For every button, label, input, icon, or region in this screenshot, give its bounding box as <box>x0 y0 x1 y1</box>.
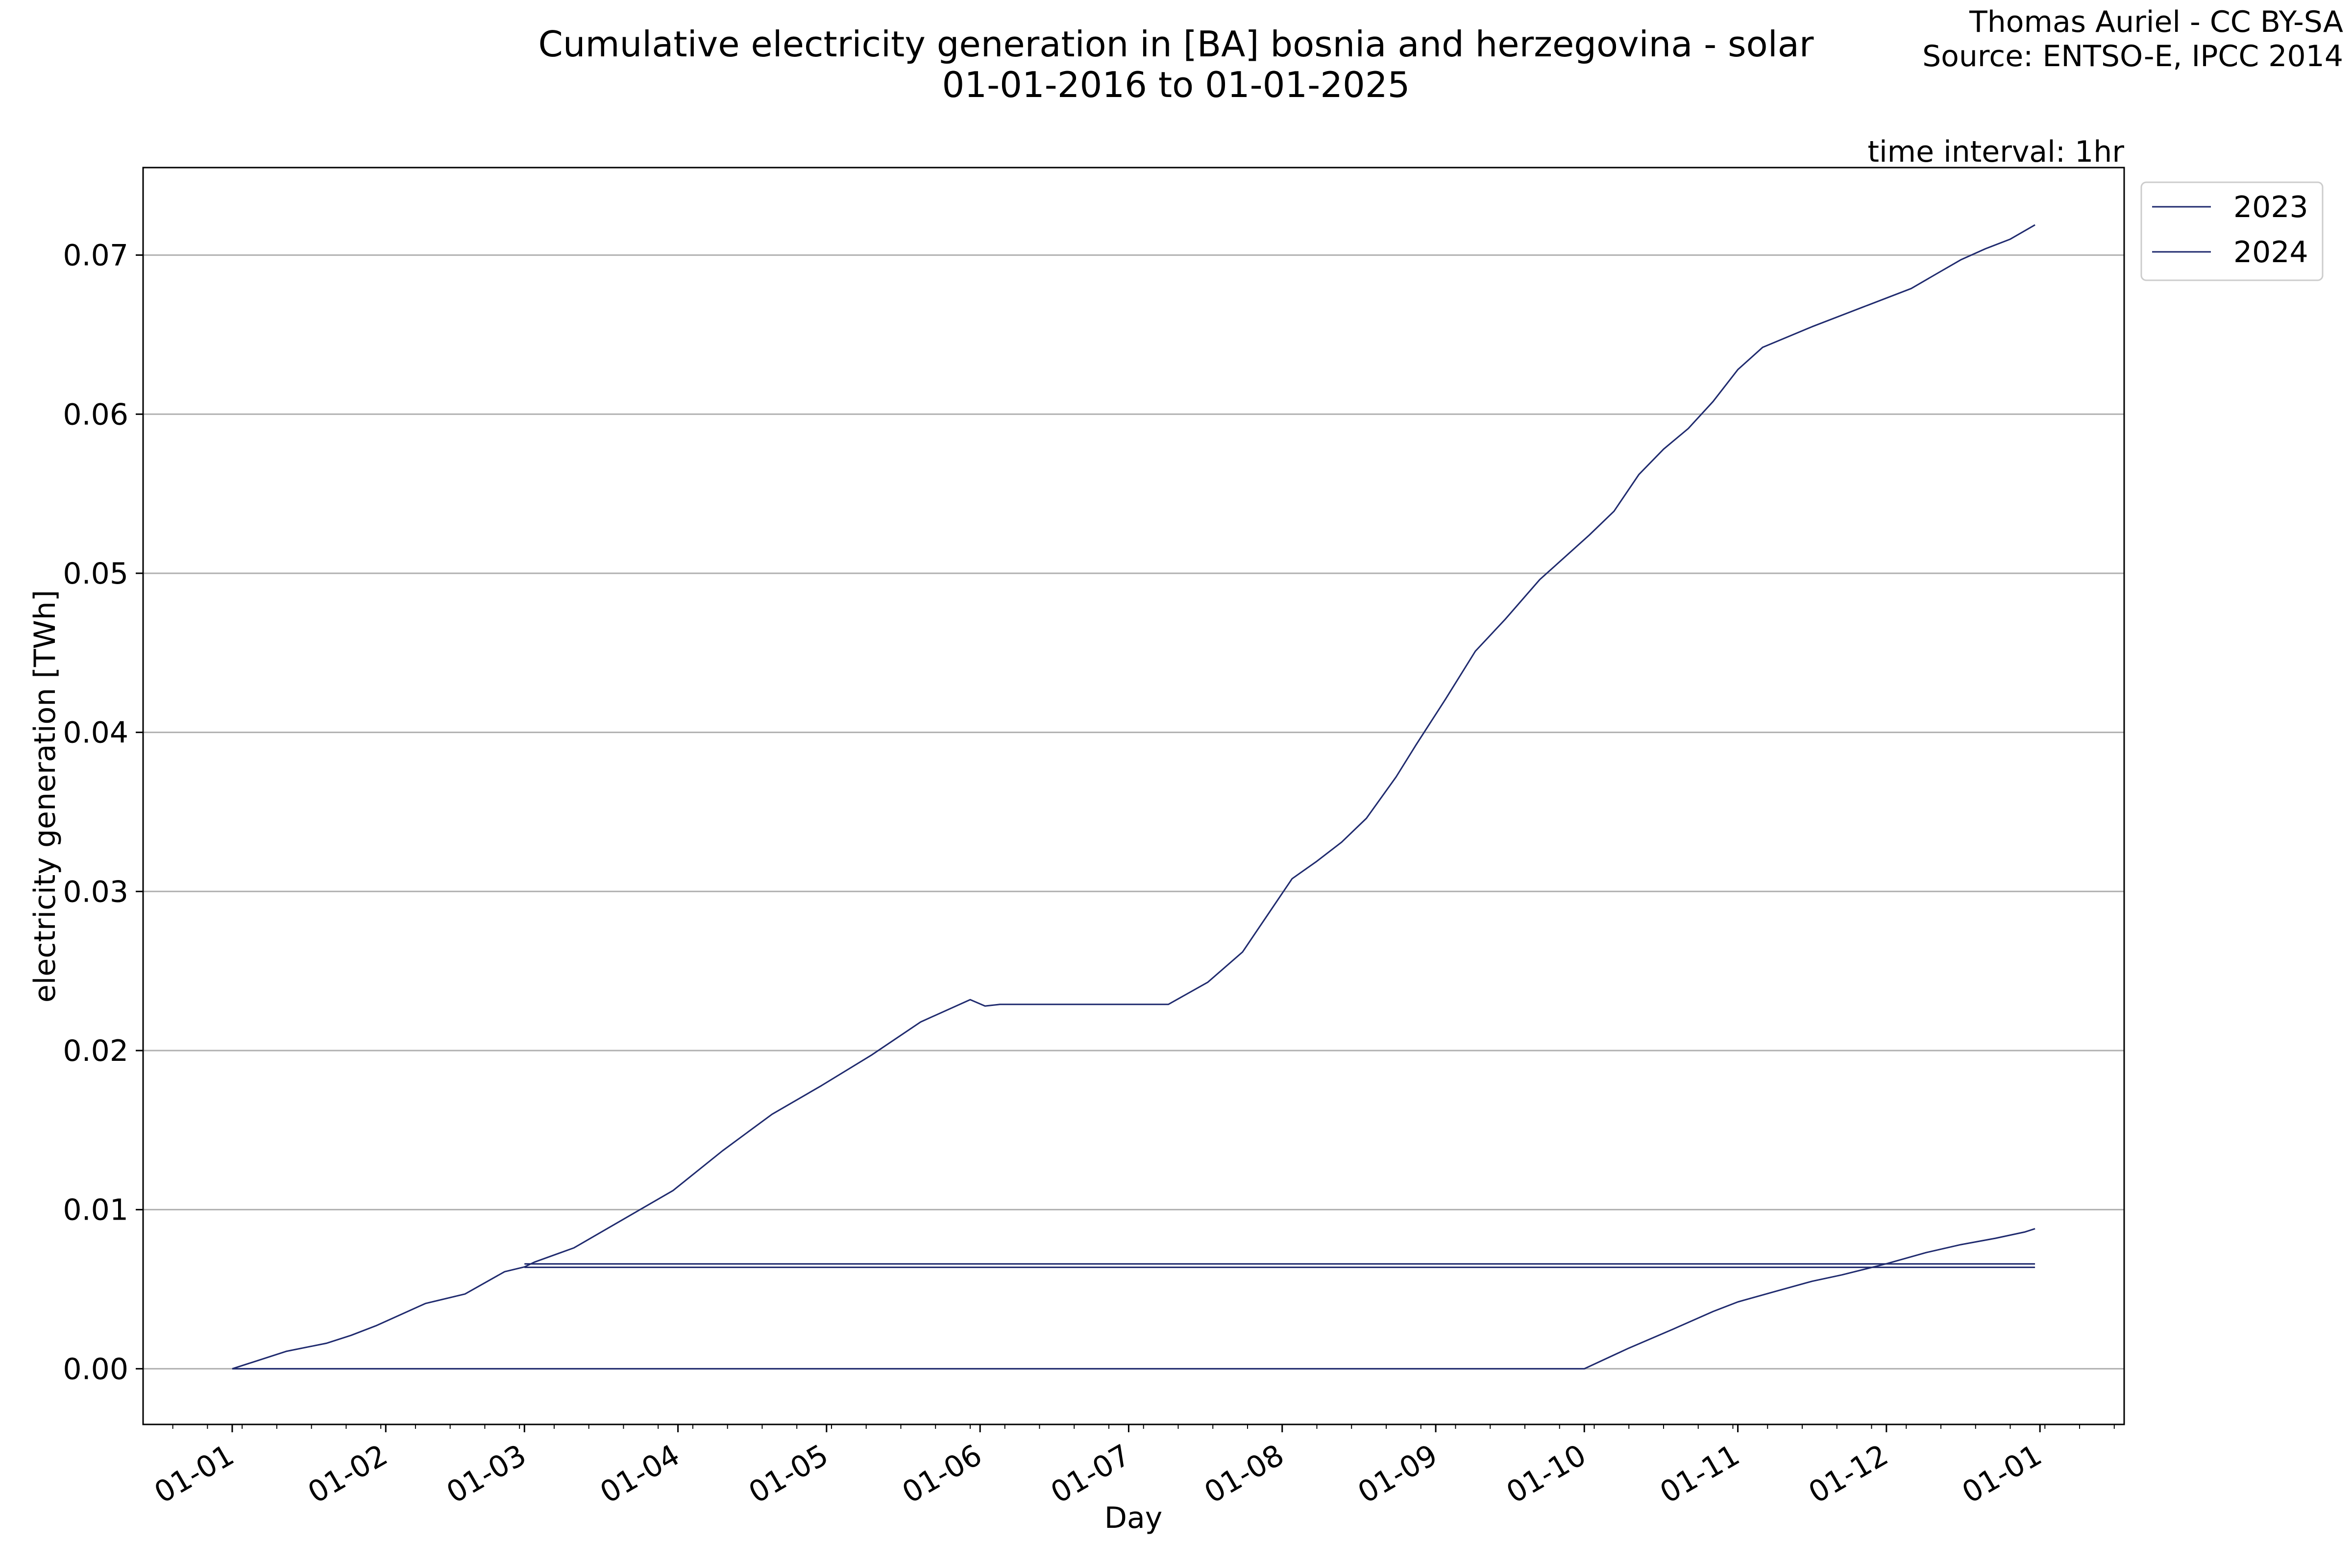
plot-frame <box>142 167 2125 1425</box>
x-tick-label: 01-09 <box>1352 1438 1444 1510</box>
y-axis: 0.00 0.01 0.02 0.03 0.04 0.05 0.06 0.07 <box>63 239 143 1386</box>
grid-lines <box>143 254 2124 1370</box>
x-tick-label: 01-05 <box>743 1438 834 1510</box>
chart-subtitle: 01-01-2016 to 01-01-2025 <box>942 64 1410 105</box>
x-axis-label: Day <box>1104 1501 1162 1535</box>
y-tick-label: 0.06 <box>63 397 128 432</box>
y-tick-label: 0.02 <box>63 1034 128 1068</box>
x-tick-label: 01-11 <box>1654 1438 1745 1510</box>
legend-label: 2024 <box>2233 235 2308 270</box>
series-line-2024 <box>232 224 2035 1370</box>
x-tick-label: 01-01 <box>148 1438 240 1510</box>
x-tick-label: 01-02 <box>302 1438 393 1510</box>
y-tick-label: 0.03 <box>63 875 128 909</box>
legend-label: 2023 <box>2233 190 2308 224</box>
y-tick-label: 0.00 <box>63 1352 128 1386</box>
y-tick-label: 0.07 <box>63 239 128 273</box>
credit-author: Thomas Auriel - CC BY-SA <box>1969 5 2343 39</box>
x-tick-label: 01-03 <box>441 1438 532 1510</box>
x-tick-label: 01-04 <box>594 1438 686 1510</box>
time-interval-note: time interval: 1hr <box>1867 135 2124 169</box>
y-tick-label: 0.04 <box>63 716 128 750</box>
y-tick-label: 0.05 <box>63 557 128 591</box>
x-tick-label: 01-01 <box>1957 1438 2048 1510</box>
x-tick-label: 01-10 <box>1501 1438 1592 1510</box>
credit-source: Source: ENTSO-E, IPCC 2014 <box>1922 39 2343 74</box>
x-tick-label: 01-08 <box>1199 1438 1290 1510</box>
y-axis-label: electricity generation [TWh] <box>28 590 62 1003</box>
x-tick-label: 01-06 <box>897 1438 988 1510</box>
x-tick-label: 01-07 <box>1045 1438 1136 1510</box>
y-tick-label: 0.01 <box>63 1193 128 1227</box>
series-line-2023 <box>232 1228 2035 1370</box>
x-axis: 01-01 01-02 01-03 01-04 01-05 01-06 01-07 01-08… <box>148 1424 2115 1510</box>
series-layer <box>232 224 2035 1370</box>
chart-title: Cumulative electricity generation in [BA… <box>539 24 1814 65</box>
x-tick-label: 01-12 <box>1803 1438 1894 1510</box>
legend: 2023 2024 <box>2140 181 2324 281</box>
